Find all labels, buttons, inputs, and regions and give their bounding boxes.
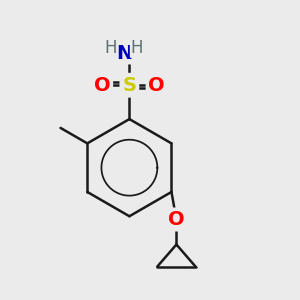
Text: S: S bbox=[122, 76, 136, 95]
Text: H: H bbox=[105, 39, 117, 57]
Text: H: H bbox=[131, 39, 143, 57]
Text: O: O bbox=[168, 210, 185, 229]
Text: O: O bbox=[148, 76, 165, 95]
Text: O: O bbox=[94, 76, 111, 95]
Text: N: N bbox=[116, 44, 132, 63]
